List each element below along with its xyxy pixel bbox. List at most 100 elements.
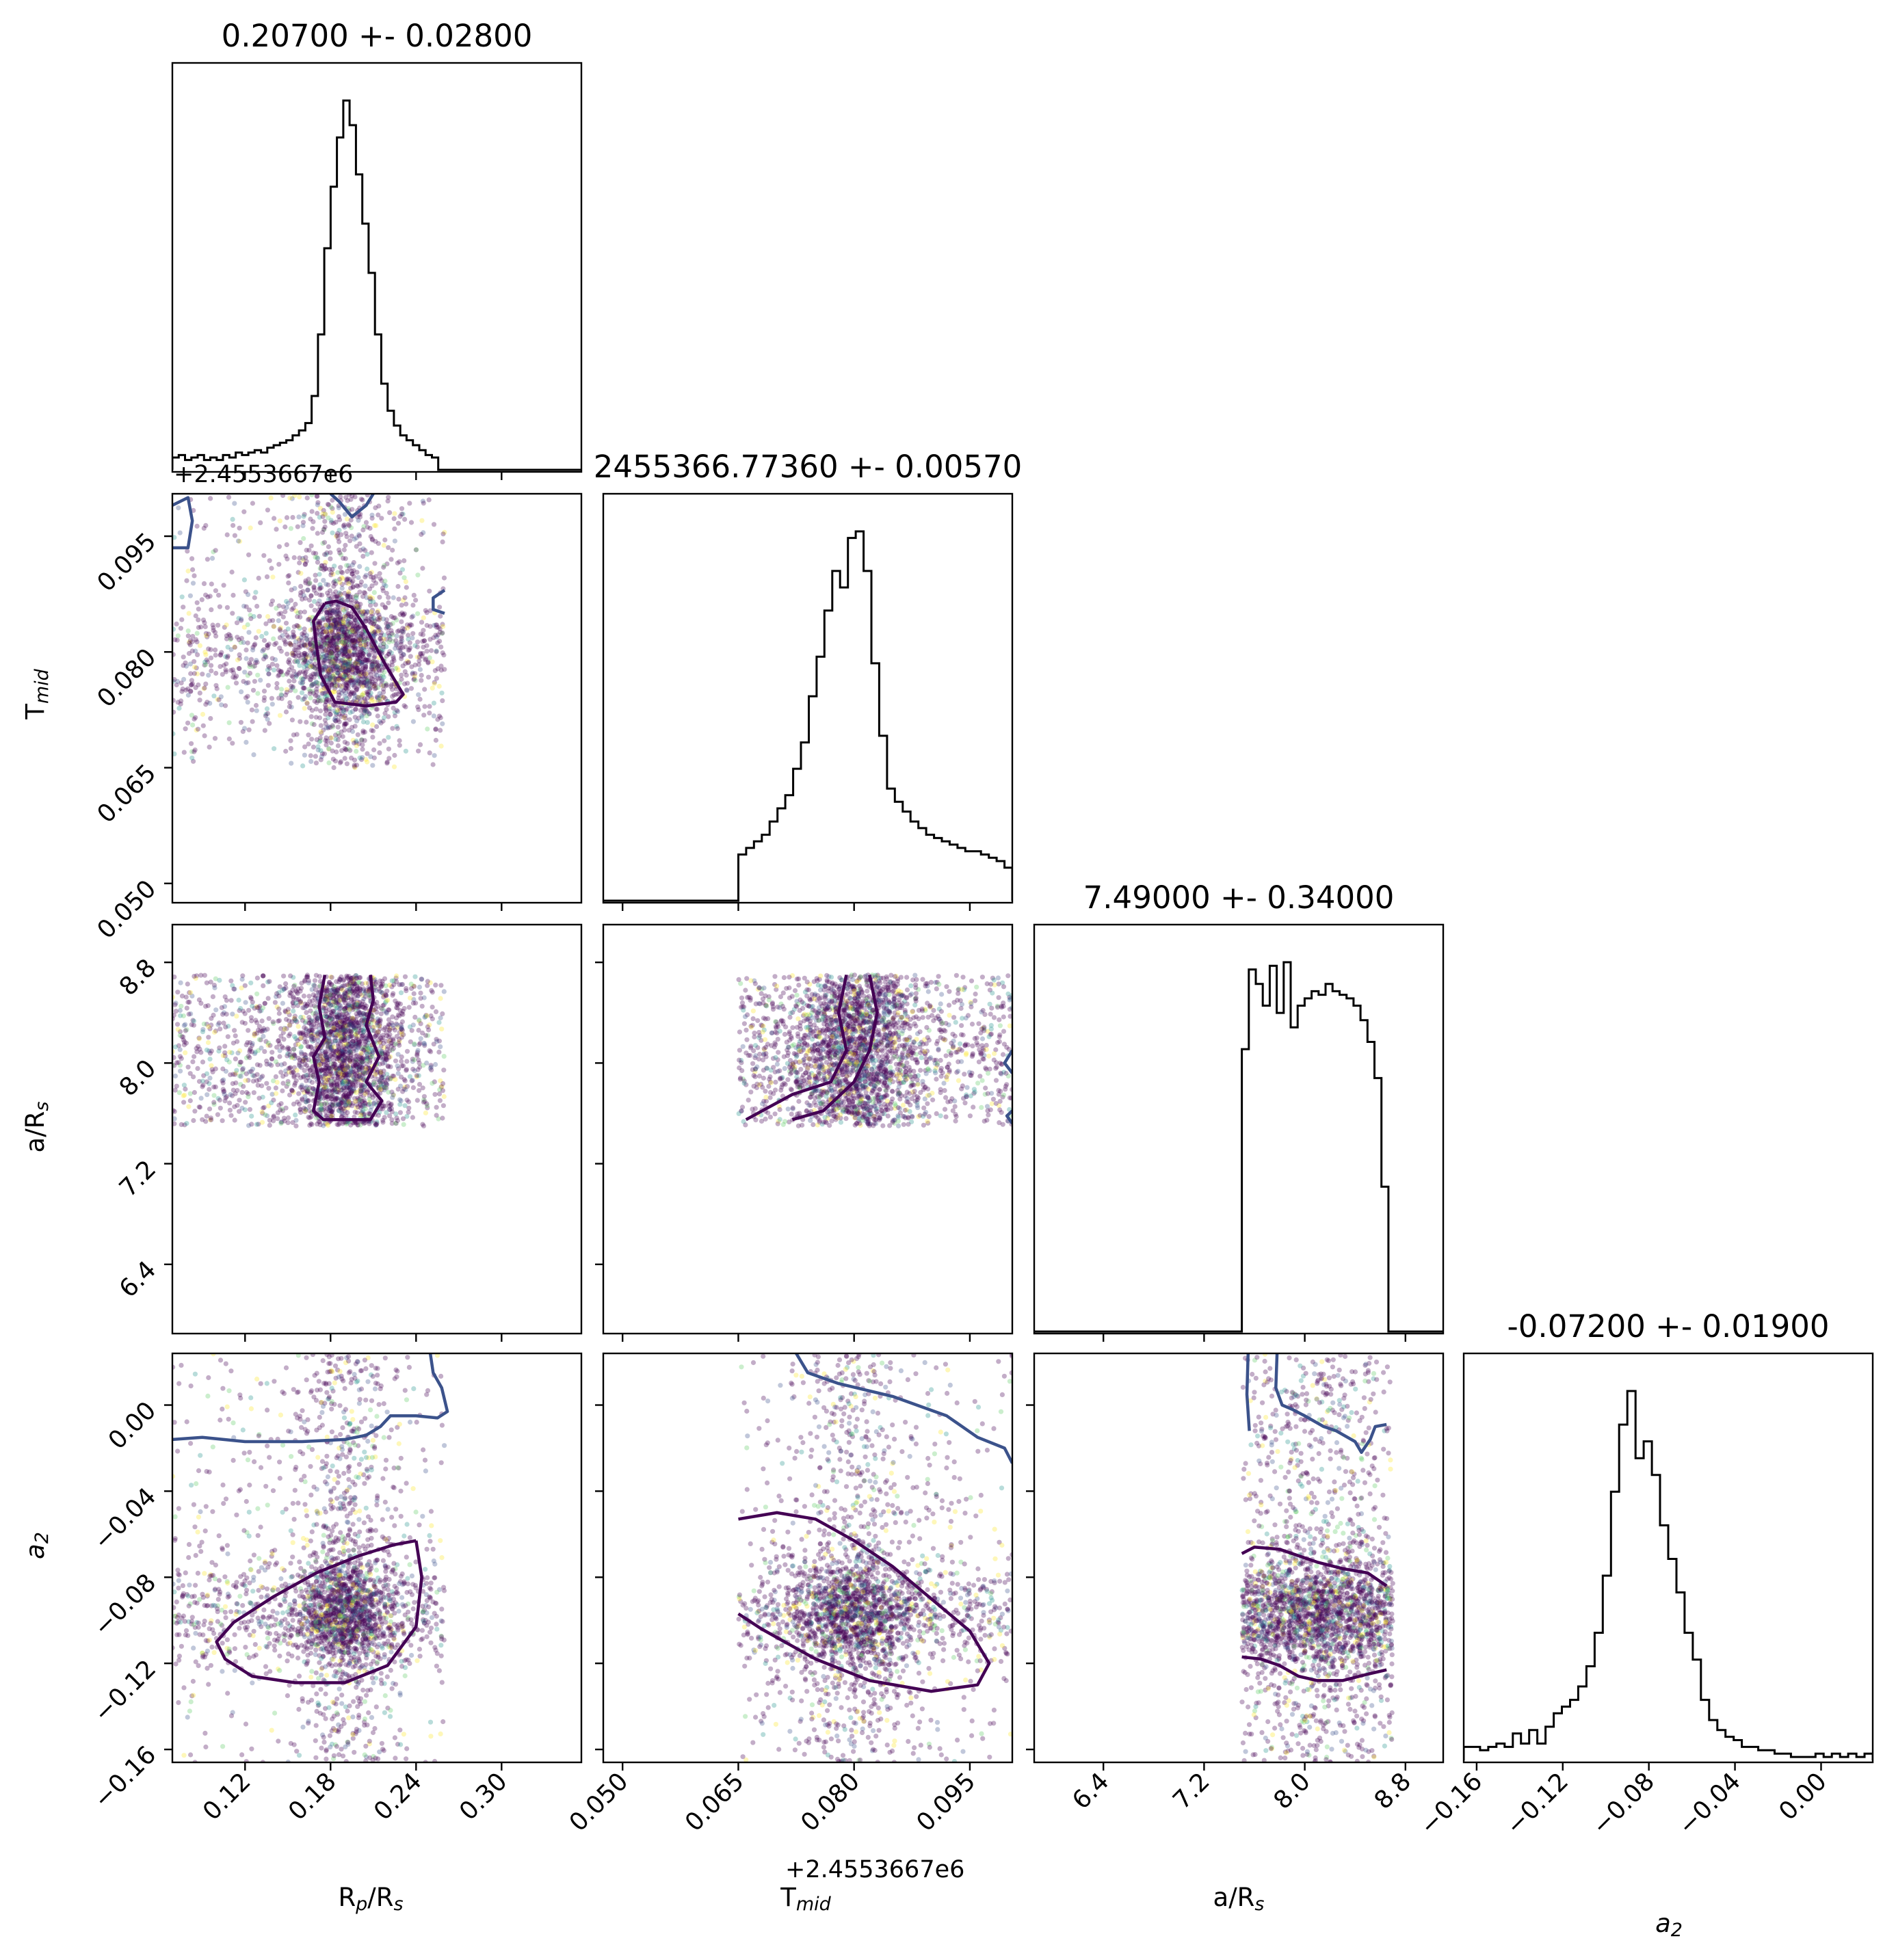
sample-point — [272, 657, 278, 663]
sample-point — [365, 659, 370, 664]
sample-point — [389, 557, 394, 562]
sample-point — [307, 1028, 313, 1033]
sample-point — [288, 738, 293, 743]
sample-point — [374, 706, 380, 712]
sample-point — [330, 609, 335, 614]
sample-point — [343, 707, 349, 713]
sample-point — [406, 624, 412, 629]
sample-point — [350, 708, 355, 714]
sample-point — [354, 627, 359, 633]
sample-point — [328, 613, 333, 619]
sample-point — [323, 1089, 328, 1094]
sample-point — [354, 697, 360, 702]
sample-point — [371, 683, 377, 689]
sample-point — [304, 637, 310, 642]
sample-point — [375, 1020, 381, 1025]
sample-point — [232, 1104, 237, 1109]
sample-point — [265, 507, 270, 513]
sample-point — [380, 677, 385, 683]
sample-point — [393, 638, 399, 644]
sample-point — [182, 1092, 187, 1098]
sample-point — [418, 631, 423, 637]
sample-point — [345, 685, 351, 691]
sample-point — [355, 624, 361, 631]
sample-point — [351, 674, 356, 680]
sample-point — [362, 642, 367, 648]
sample-point — [231, 674, 236, 680]
sample-point — [341, 977, 347, 982]
sample-point — [341, 723, 347, 728]
sample-point — [280, 614, 286, 620]
sample-point — [278, 670, 284, 675]
sample-point — [326, 593, 332, 598]
sample-point — [360, 609, 365, 614]
sample-point — [372, 620, 378, 625]
sample-point — [342, 739, 347, 745]
sample-point — [412, 678, 418, 683]
sample-point — [274, 640, 279, 646]
sample-point — [200, 672, 205, 677]
sample-point — [293, 654, 298, 659]
sample-point — [303, 654, 308, 660]
sample-point — [357, 653, 363, 659]
sample-point — [389, 1044, 394, 1049]
sample-point — [350, 585, 356, 590]
sample-point — [391, 1092, 397, 1098]
sample-point — [287, 1012, 292, 1018]
sample-point — [339, 633, 345, 639]
sample-point — [224, 532, 230, 538]
sample-point — [352, 617, 358, 623]
sample-point — [323, 738, 328, 743]
sample-point — [337, 708, 343, 713]
sample-point — [277, 518, 282, 524]
sample-point — [193, 637, 198, 642]
sample-point — [410, 631, 416, 636]
sample-point — [404, 1059, 410, 1064]
sample-point — [334, 657, 339, 663]
sample-point — [352, 494, 358, 500]
sample-point — [342, 624, 347, 630]
sample-point — [330, 1016, 335, 1022]
sample-point — [317, 633, 323, 638]
sample-point — [304, 635, 309, 641]
sample-point — [370, 669, 376, 674]
sample-point — [177, 1054, 183, 1059]
sample-point — [343, 649, 348, 654]
sample-point — [368, 574, 374, 580]
sample-point — [378, 982, 383, 988]
sample-point — [313, 578, 319, 583]
sample-point — [246, 592, 251, 598]
sample-point — [274, 663, 280, 668]
sample-point — [352, 1007, 358, 1012]
sample-point — [269, 696, 274, 701]
sample-point — [236, 637, 242, 643]
sample-point — [337, 539, 342, 544]
sample-point — [419, 531, 424, 538]
sample-point — [346, 649, 352, 654]
sample-point — [307, 1078, 313, 1083]
sample-point — [332, 620, 338, 625]
sample-point — [290, 652, 295, 658]
sample-point — [365, 566, 370, 572]
sample-point — [337, 621, 343, 626]
sample-point — [305, 654, 311, 660]
sample-point — [326, 659, 332, 664]
sample-point — [351, 652, 356, 657]
sample-point — [378, 1091, 383, 1096]
sample-point — [261, 637, 267, 644]
sample-point — [354, 1040, 359, 1046]
sample-point — [335, 622, 341, 627]
sample-point — [373, 505, 378, 511]
sample-point — [298, 1107, 303, 1112]
sample-point — [438, 663, 444, 669]
sample-point — [382, 537, 388, 543]
sample-point — [368, 690, 373, 696]
sample-point — [195, 1065, 200, 1071]
sample-point — [262, 1049, 267, 1055]
sample-point — [307, 581, 313, 586]
sample-point — [434, 648, 439, 654]
sample-point — [254, 603, 260, 609]
sample-point — [434, 624, 440, 630]
sample-point — [344, 1084, 350, 1089]
sample-point — [369, 617, 375, 622]
